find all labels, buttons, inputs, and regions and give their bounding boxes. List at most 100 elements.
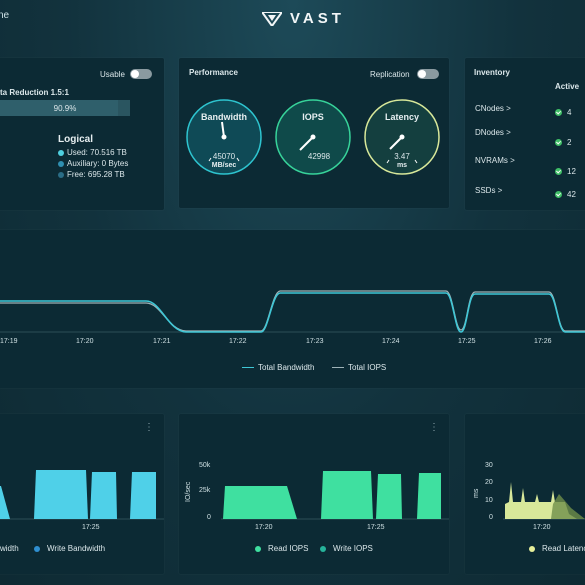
bandwidth-chart — [0, 470, 164, 520]
read-iops-area — [417, 473, 441, 519]
total-bandwidth-series — [0, 292, 585, 333]
x-tick-label: 17:25 — [82, 524, 100, 531]
reduction-bar: 90.9% — [0, 100, 130, 116]
inventory-value: 12 — [555, 167, 576, 176]
inventory-value: 2 — [555, 138, 571, 147]
iops-gauge-value: 42998 — [307, 152, 331, 161]
latency-gauge-unit: ms — [396, 162, 408, 169]
throughput-chart-panel: 17:19 17:20 17:21 17:22 17:23 17:24 17:2… — [0, 230, 585, 388]
bandwidth-gauge-unit: MB/sec — [211, 162, 237, 169]
bandwidth-area — [90, 472, 117, 519]
line-icon — [242, 366, 254, 369]
reduction-bar-fill — [0, 100, 119, 116]
x-tick-label: 17:25 — [367, 524, 385, 531]
legend-read-bandwidth[interactable]: width — [0, 544, 19, 553]
legend-read-latency[interactable]: Read Latenc — [529, 544, 585, 553]
legend-write-bandwidth[interactable]: Write Bandwidth — [34, 544, 105, 553]
legend-read-iops[interactable]: Read IOPS — [255, 544, 308, 553]
bandwidth-gauge-dial — [186, 99, 262, 175]
latency-gauge-value: 3.47 — [394, 152, 410, 161]
x-tick-label: 17:21 — [153, 338, 171, 345]
header-left-text: ne — [0, 10, 10, 21]
bandwidth-area — [34, 470, 88, 519]
usable-toggle-label: Usable — [100, 70, 125, 79]
write-latency-area — [551, 494, 585, 519]
read-iops-area — [223, 486, 297, 519]
iops-gauge: IOPS 42998 — [274, 98, 352, 176]
latency-gauge: Latency 3.47 ms — [363, 98, 441, 176]
performance-title: Performance — [189, 68, 238, 77]
inventory-active-header: Active — [555, 82, 580, 91]
x-tick-label: 17:20 — [76, 338, 94, 345]
dot-icon — [529, 545, 535, 552]
inventory-link-nvrams[interactable]: NVRAMs > — [475, 156, 515, 165]
y-tick-label: 50k — [199, 462, 211, 469]
inventory-link-cnodes[interactable]: CNodes > — [475, 104, 511, 113]
y-tick-label: 25k — [199, 487, 211, 494]
dot-icon — [320, 545, 326, 552]
legend-total-bandwidth[interactable]: Total Bandwidth — [242, 363, 314, 372]
inventory-title: Inventory — [474, 68, 511, 77]
check-icon — [555, 168, 562, 175]
inventory-value: 4 — [555, 108, 571, 117]
more-options-icon[interactable]: ⋮ — [429, 422, 439, 433]
inventory-value: 42 — [555, 190, 576, 199]
check-icon — [555, 109, 562, 116]
throughput-chart — [0, 290, 585, 333]
x-tick-label: 17:22 — [229, 338, 247, 345]
x-tick-label: 17:20 — [255, 524, 273, 531]
replication-toggle[interactable] — [417, 69, 439, 79]
x-tick-label: 17:19 — [0, 338, 18, 345]
y-tick-label: 20 — [485, 479, 493, 486]
iops-gauge-title: IOPS — [302, 112, 324, 122]
x-tick-label: 17:24 — [382, 338, 400, 345]
x-tick-label: 17:25 — [458, 338, 476, 345]
bandwidth-gauge-value: 45070 — [212, 152, 236, 161]
bandwidth-area — [130, 472, 156, 519]
used-dot-icon — [58, 149, 64, 156]
usable-toggle[interactable] — [130, 69, 152, 79]
latency-gauge-dial — [364, 99, 440, 175]
free-dot-icon — [58, 171, 64, 178]
inventory-link-ssds[interactable]: SSDs > — [475, 186, 503, 195]
line-icon — [332, 366, 344, 369]
y-tick-label: 0 — [489, 514, 493, 521]
performance-panel: Performance Replication Bandwidth 45070 … — [179, 58, 449, 208]
logo-text: VAST — [290, 10, 345, 27]
logical-item: Auxiliary: 0 Bytes — [58, 159, 128, 168]
dot-icon — [255, 545, 261, 552]
total-iops-series — [0, 290, 585, 332]
vast-logo: VAST — [262, 10, 345, 27]
check-icon — [555, 139, 562, 146]
latency-chart — [503, 482, 585, 520]
reduction-bar-value: 90.9% — [53, 104, 77, 113]
legend-write-iops[interactable]: Write IOPS — [320, 544, 373, 553]
vast-logo-icon — [262, 11, 282, 26]
x-tick-label: 17:26 — [534, 338, 552, 345]
y-tick-label: 0 — [207, 514, 211, 521]
dot-icon — [34, 545, 40, 552]
logical-item: Free: 695.28 TB — [58, 170, 125, 179]
x-tick-label: 17:23 — [306, 338, 324, 345]
data-reduction-panel: Usable ta Reduction 1.5:1 90.9% Logical … — [0, 58, 164, 210]
y-tick-label: 10 — [485, 497, 493, 504]
more-options-icon[interactable]: ⋮ — [144, 422, 154, 433]
y-tick-label: 30 — [485, 462, 493, 469]
read-iops-area — [321, 471, 373, 519]
x-tick-label: 17:20 — [533, 524, 551, 531]
data-reduction-title: ta Reduction 1.5:1 — [0, 88, 69, 97]
iops-chart — [221, 471, 449, 520]
latency-gauge-title: Latency — [384, 112, 419, 122]
iops-gauge-dial — [275, 99, 351, 175]
legend-total-iops[interactable]: Total IOPS — [332, 363, 386, 372]
iops-chart-panel: ⋮ IO/sec 50k 25k 0 17:20 17:25 Read IOPS… — [179, 414, 449, 574]
inventory-link-dnodes[interactable]: DNodes > — [475, 128, 511, 137]
check-icon — [555, 191, 562, 198]
bandwidth-chart-panel: ⋮ 17:25 width Write Bandwidth — [0, 414, 164, 574]
inventory-panel: Inventory Active CNodes > 4 DNodes > 2 N… — [465, 58, 585, 210]
bandwidth-gauge: Bandwidth 45070 MB/sec — [185, 98, 263, 176]
replication-toggle-label: Replication — [370, 70, 410, 79]
latency-chart-panel: ms 30 20 10 0 17:20 Read Latenc — [465, 414, 585, 574]
logical-item: Used: 70.516 TB — [58, 148, 127, 157]
logical-title: Logical — [58, 134, 94, 145]
